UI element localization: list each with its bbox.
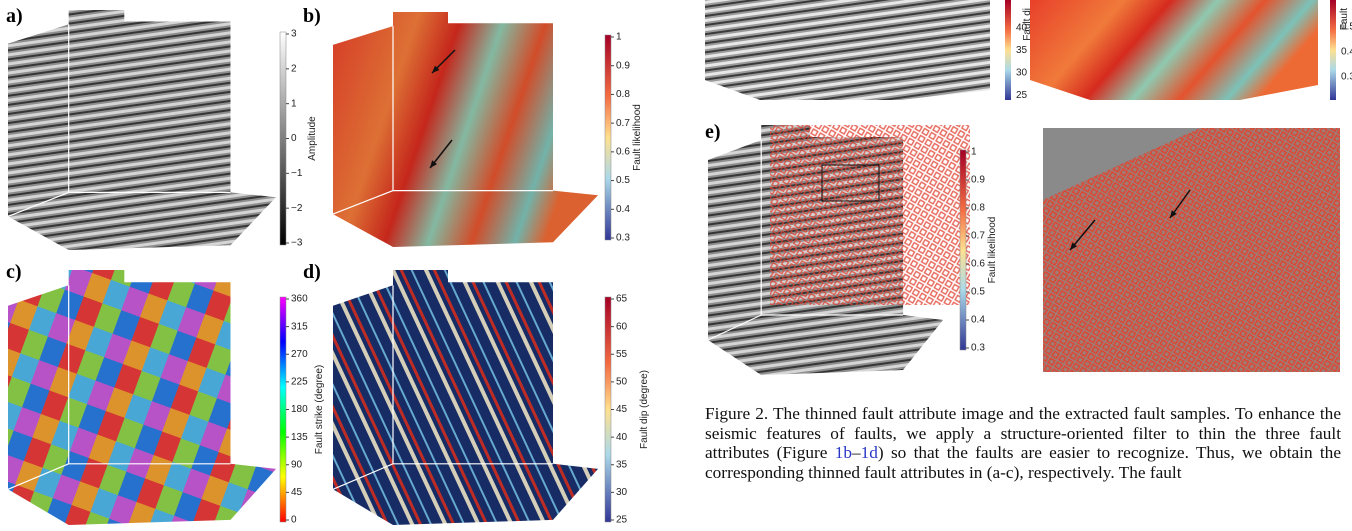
colorbar-tick-label: 135 — [291, 432, 308, 443]
colorbar-label: Fault di — [1022, 8, 1033, 41]
colorbar-tick-label: 0.3 — [971, 343, 985, 354]
colorbar-tick-label: −2 — [291, 203, 303, 214]
colorbar-tick-label: 0.4 — [1341, 47, 1352, 58]
colorbar-tick-label: 225 — [291, 377, 308, 388]
page: a) 3 2 1 0 −1 −2 −3 Amplitude b) 1 0.9 0.8 0.7 0.6 0.5 0… — [0, 0, 1352, 531]
colorbar-tick-label: 0.4 — [616, 204, 630, 215]
cropped-image — [705, 0, 990, 100]
colorbar-tick-label: 0.5 — [616, 175, 630, 186]
colorbar-tick-label: 25 — [616, 515, 628, 526]
colorbar-tick-label: 0.9 — [616, 60, 630, 71]
colorbar-label: Amplitude — [307, 116, 318, 161]
colorbar-tick-label: 0.7 — [616, 118, 630, 129]
colorbar — [960, 150, 966, 350]
colorbar-tick-label: 0.8 — [971, 203, 985, 214]
colorbar-tick-label: 35 — [1016, 45, 1028, 56]
colorbar-tick-label: 35 — [616, 459, 628, 470]
panel-label: e) — [705, 121, 721, 143]
colorbar-tick-label: 0.6 — [616, 146, 630, 157]
caption-text: – — [852, 443, 861, 462]
colorbar-tick-label: 315 — [291, 321, 308, 332]
colorbar-tick-label: 55 — [616, 349, 628, 360]
colorbar-label: Fault likelihood — [632, 104, 643, 171]
figure-ref[interactable]: 1d — [861, 443, 878, 462]
colorbar-tick-label: 0.8 — [616, 89, 630, 100]
colorbar-tick-label: 65 — [616, 294, 628, 305]
volume-shade — [333, 12, 598, 247]
colorbar-tick-label: 45 — [291, 487, 303, 498]
colorbar-tick-label: 30 — [1016, 68, 1028, 79]
fault-overlay — [770, 125, 970, 305]
panel-label: b) — [303, 5, 321, 27]
colorbar-tick-label: 180 — [291, 404, 308, 415]
colorbar-tick-label: 50 — [616, 377, 628, 388]
volume-shade — [333, 270, 598, 525]
colorbar-tick-label: 0.4 — [971, 315, 985, 326]
colorbar-tick-label: 40 — [616, 432, 628, 443]
colorbar-tick-label: 0.6 — [971, 259, 985, 270]
colorbar-tick-label: 360 — [291, 294, 308, 305]
colorbar-tick-label: 0.3 — [1341, 72, 1352, 83]
colorbar-label: Fault dip (degree) — [639, 370, 650, 449]
volume-shade — [8, 10, 276, 250]
colorbar — [605, 35, 611, 240]
colorbar-tick-label: 30 — [616, 487, 628, 498]
colorbar-tick-label: 1 — [291, 98, 297, 109]
colorbar — [280, 297, 286, 522]
volume-shade — [8, 270, 276, 525]
colorbar-label: Fault strike (degree) — [314, 365, 325, 454]
colorbar-tick-label: 270 — [291, 349, 308, 360]
colorbar-label: Fault — [1339, 8, 1350, 30]
colorbar — [1005, 0, 1011, 100]
colorbar-tick-label: 60 — [616, 321, 628, 332]
panel-label: c) — [6, 261, 22, 283]
colorbar-tick-label: 1 — [971, 147, 977, 158]
colorbar-tick-label: 0.5 — [971, 287, 985, 298]
colorbar — [605, 297, 611, 522]
colorbar — [1330, 0, 1336, 100]
colorbar-tick-label: −3 — [291, 238, 303, 249]
colorbar-label: Fault likelihood — [987, 217, 998, 284]
colorbar-tick-label: 0 — [291, 515, 297, 526]
cropped-image — [1030, 0, 1318, 100]
panel-label: a) — [6, 5, 23, 27]
colorbar-tick-label: 90 — [291, 459, 303, 470]
colorbar-tick-label: −1 — [291, 168, 303, 179]
colorbar-tick-label: 2 — [291, 63, 297, 74]
figure-ref[interactable]: 1b — [835, 443, 852, 462]
colorbar-tick-label: 0.9 — [971, 175, 985, 186]
colorbar-tick-label: 0 — [291, 133, 297, 144]
colorbar-tick-label: 45 — [616, 404, 628, 415]
colorbar — [280, 32, 286, 245]
colorbar-tick-label: 0.7 — [971, 231, 985, 242]
panel-label: d) — [303, 261, 321, 283]
colorbar-tick-label: 25 — [1016, 90, 1028, 101]
colorbar-tick-label: 0.3 — [616, 233, 630, 244]
caption: Figure 2. The thinned fault attribute im… — [705, 404, 1341, 482]
colorbar-tick-label: 3 — [291, 29, 297, 40]
colorbar-tick-label: 1 — [616, 32, 622, 43]
